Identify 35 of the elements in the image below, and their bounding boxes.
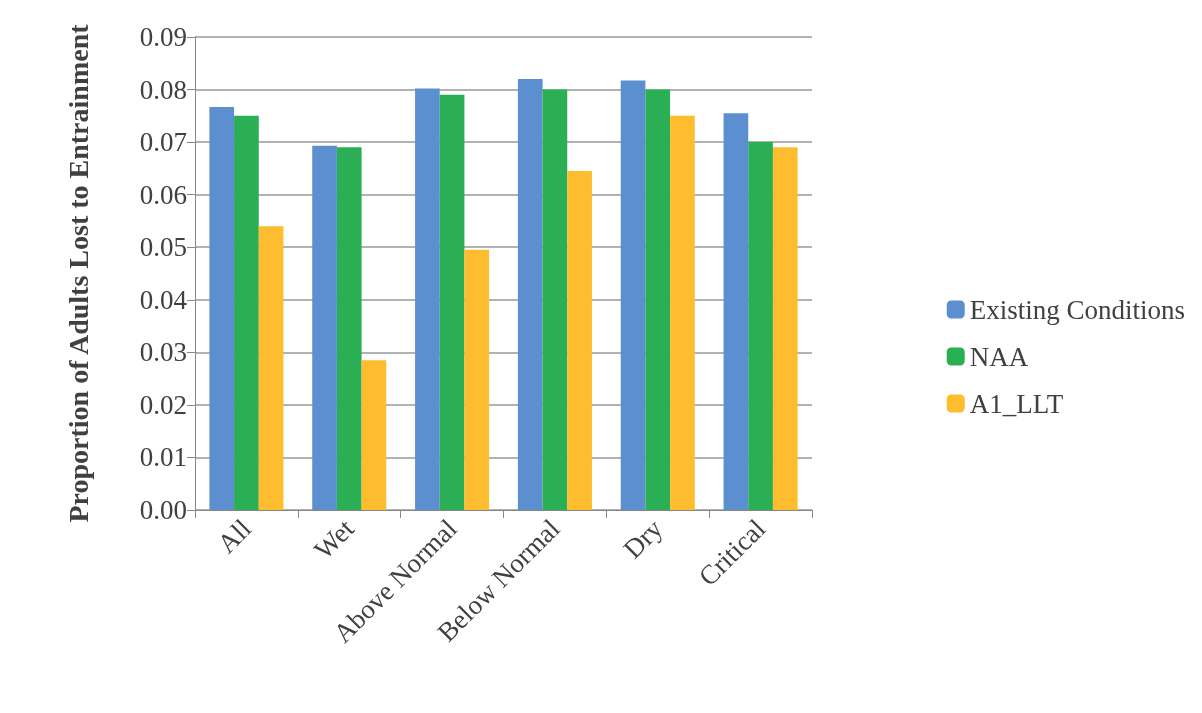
y-tick-label: 0.06 — [139, 179, 187, 210]
y-tick-label: 0.08 — [139, 74, 187, 105]
y-tick-label: 0.07 — [139, 127, 187, 158]
bar — [670, 115, 695, 510]
legend-label: Existing Conditions — [969, 294, 1186, 325]
bar — [336, 147, 362, 510]
bar — [723, 113, 749, 510]
bar — [542, 89, 568, 510]
bar — [645, 89, 671, 510]
y-tick-label: 0.09 — [139, 22, 187, 52]
bar — [234, 115, 259, 510]
bar — [517, 79, 543, 510]
bar — [415, 88, 440, 510]
bar — [772, 147, 798, 510]
bar — [464, 249, 490, 510]
bar — [312, 145, 337, 510]
legend-label: NAA — [969, 341, 1029, 372]
x-tick-label: All — [211, 513, 258, 559]
x-tick-label: Wet — [308, 513, 361, 565]
y-axis-title: Proportion of Adults Lost to Entrainment — [62, 23, 94, 523]
bar — [748, 142, 773, 510]
y-tick-label: 0.05 — [139, 232, 187, 263]
bar — [209, 106, 235, 510]
bar — [258, 226, 284, 510]
legend-label: A1_LLT — [969, 388, 1064, 419]
y-tick-label: 0.03 — [139, 337, 187, 368]
bar — [361, 360, 387, 510]
y-tick-label: 0.00 — [139, 495, 187, 525]
y-tick-label: 0.01 — [139, 442, 187, 473]
y-tick-label: 0.02 — [139, 389, 187, 420]
x-tick-label: Dry — [617, 513, 669, 565]
bar — [439, 94, 465, 510]
bar — [567, 171, 592, 510]
y-tick-label: 0.04 — [139, 284, 188, 315]
bar — [620, 80, 646, 510]
